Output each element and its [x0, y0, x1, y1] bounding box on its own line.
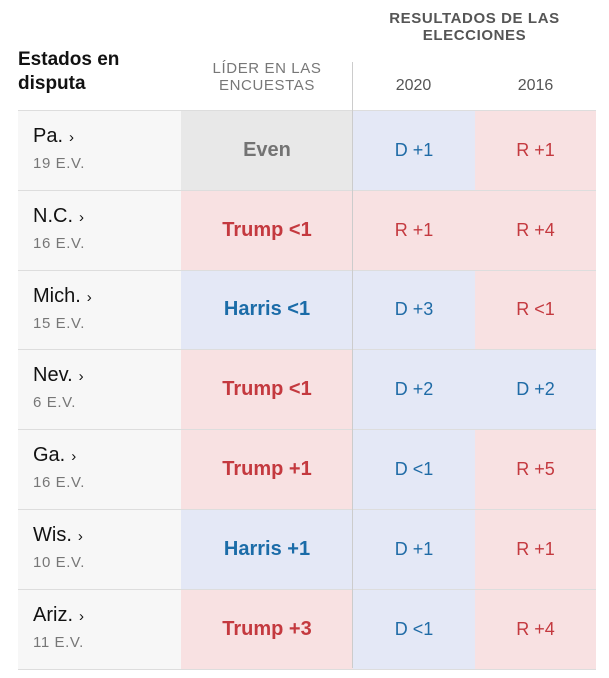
chevron-right-icon: ›: [86, 288, 92, 306]
state-cell[interactable]: Ga. › 16 E.V.: [18, 430, 181, 509]
state-name: Ga.: [33, 444, 66, 467]
chevron-right-icon: ›: [69, 129, 75, 146]
state-cell[interactable]: Pa. › 19 E.V.: [18, 111, 181, 190]
state-cell[interactable]: Wis. › 10 E.V.: [18, 509, 181, 589]
state-cell[interactable]: Mich. › 15 E.V.: [18, 270, 181, 350]
chevron-right-icon: ›: [79, 607, 84, 625]
poll-leader-cell: Trump <1: [181, 190, 353, 270]
state-cell[interactable]: Nev. › 6 E.V.: [18, 350, 181, 430]
result-2020-cell: D +3: [353, 270, 475, 350]
table-row: Mich. › 15 E.V. Harris <1 D +3 R <1: [18, 270, 596, 351]
state-link[interactable]: Ariz. ›: [33, 604, 84, 627]
state-link[interactable]: N.C. ›: [33, 205, 84, 228]
poll-leader-cell: Even: [181, 111, 353, 190]
electoral-votes: 16 E.V.: [33, 474, 86, 492]
column-divider: [352, 62, 353, 668]
result-2016-cell: R +1: [475, 111, 596, 190]
table-row: Wis. › 10 E.V. Harris +1 D +1 R +1: [18, 509, 596, 590]
state-cell[interactable]: N.C. › 16 E.V.: [18, 190, 181, 270]
chevron-right-icon: ›: [71, 448, 77, 466]
state-name: Ariz.: [33, 603, 73, 626]
result-2016-cell: R <1: [475, 270, 596, 350]
state-cell[interactable]: Ariz. › 11 E.V.: [18, 589, 181, 669]
header-rule: [18, 110, 596, 111]
table-header: Estados en disputa LÍDER EN LAS ENCUESTA…: [0, 0, 609, 112]
chevron-right-icon: ›: [78, 368, 84, 386]
electoral-votes: 11 E.V.: [33, 633, 84, 651]
year-2020-column-header: 2020: [395, 77, 432, 94]
state-name: Mich.: [33, 284, 81, 307]
table-row: Pa. › 19 E.V. Even D +1 R +1: [18, 111, 596, 191]
electoral-votes: 16 E.V.: [33, 234, 86, 252]
table-row: N.C. › 16 E.V. Trump <1 R +1 R +4: [18, 190, 596, 271]
result-2016-cell: R +1: [475, 509, 596, 589]
result-2016-cell: R +5: [475, 430, 596, 509]
state-link[interactable]: Wis. ›: [33, 524, 83, 547]
election-results-header: RESULTADOS DE LAS ELECCIONES: [389, 10, 560, 44]
table-row: Ga. › 16 E.V. Trump +1 D <1 R +5: [18, 430, 596, 510]
table-row: Ariz. › 11 E.V. Trump +3 D <1 R +4: [18, 589, 596, 670]
table-row: Nev. › 6 E.V. Trump <1 D +2 D +2: [18, 350, 596, 431]
state-link[interactable]: Ga. ›: [33, 444, 76, 467]
year-2016-column-header: 2016: [517, 77, 554, 94]
result-2016-cell: R +4: [475, 589, 596, 669]
state-link[interactable]: Mich. ›: [33, 285, 92, 308]
state-link[interactable]: Pa. ›: [33, 125, 74, 148]
poll-leader-cell: Trump +1: [181, 430, 353, 509]
result-2016-cell: D +2: [475, 350, 596, 430]
poll-leader-cell: Trump <1: [181, 350, 353, 430]
result-2020-cell: D <1: [353, 589, 475, 669]
poll-leader-cell: Harris +1: [181, 509, 353, 589]
electoral-votes: 19 E.V.: [33, 155, 86, 172]
state-link[interactable]: Nev. ›: [33, 364, 84, 387]
poll-leader-column-header: LÍDER EN LAS ENCUESTAS: [212, 60, 322, 94]
poll-leader-cell: Harris <1: [181, 270, 353, 350]
result-2020-cell: D +1: [353, 509, 475, 589]
electoral-votes: 15 E.V.: [33, 314, 86, 332]
battleground-table: Pa. › 19 E.V. Even D +1 R +1 N.C. › 16 E.V…: [18, 111, 596, 670]
result-2020-cell: R +1: [353, 190, 475, 270]
result-2016-cell: R +4: [475, 190, 596, 270]
state-name: Wis.: [33, 523, 72, 546]
result-2020-cell: D <1: [353, 430, 475, 509]
state-name: Nev.: [33, 364, 73, 387]
states-column-header: Estados en disputa: [18, 49, 120, 94]
chevron-right-icon: ›: [77, 527, 83, 545]
result-2020-cell: D +1: [353, 111, 475, 190]
electoral-votes: 10 E.V.: [33, 553, 86, 571]
chevron-right-icon: ›: [79, 208, 84, 226]
result-2020-cell: D +2: [353, 350, 475, 430]
electoral-votes: 6 E.V.: [33, 394, 77, 412]
poll-leader-cell: Trump +3: [181, 589, 353, 669]
state-name: Pa.: [33, 125, 64, 147]
state-name: N.C.: [33, 204, 73, 227]
